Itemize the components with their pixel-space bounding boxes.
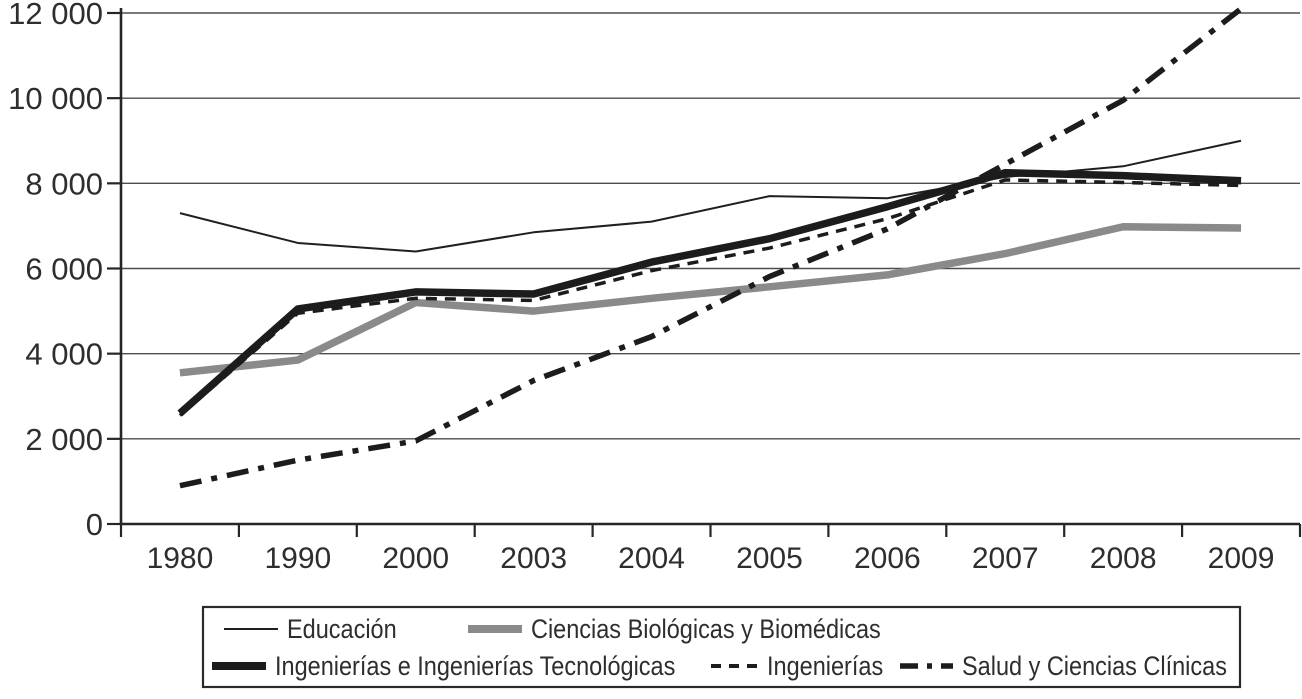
- series-line-salud-y-ciencias-clinicas: [179, 6, 1243, 489]
- x-axis-label-1990: 1990: [264, 542, 331, 575]
- x-axis-label-2005: 2005: [736, 542, 803, 575]
- x-axis-label-1980: 1980: [147, 542, 214, 575]
- legend-label-ingenierias-e-ingenierias-tecnologicas: Ingenierías e Ingenierías Tecnológicas: [275, 652, 675, 682]
- legend-label-educacion: Educación: [287, 615, 397, 645]
- series-line-ingenierias-e-ingenierias-tecnologicas: [177, 168, 1242, 417]
- y-axis-label-2000: 2 000: [25, 422, 103, 457]
- y-axis-label-12000: 12 000: [8, 0, 103, 31]
- x-axis-label-2003: 2003: [500, 542, 567, 575]
- x-axis-label-2006: 2006: [854, 542, 921, 575]
- series-line-ciencias-biologicas-y-biomedicas: [179, 223, 1242, 377]
- legend-box: [201, 605, 1242, 689]
- legend-label-salud-y-ciencias-clinicas: Salud y Ciencias Clínicas: [962, 652, 1227, 682]
- x-axis-label-2000: 2000: [382, 542, 449, 575]
- x-axis-label-2004: 2004: [618, 542, 685, 575]
- y-axis-label-0: 0: [86, 507, 103, 542]
- y-axis-label-4000: 4 000: [25, 337, 103, 372]
- y-axis-label-6000: 6 000: [25, 252, 103, 287]
- y-axis-label-10000: 10 000: [8, 81, 103, 116]
- x-axis-label-2008: 2008: [1090, 542, 1157, 575]
- legend-label-ciencias-biologicas-y-biomedicas: Ciencias Biológicas y Biomédicas: [531, 615, 881, 645]
- x-axis-label-2007: 2007: [972, 542, 1039, 575]
- x-axis-label-2009: 2009: [1208, 542, 1275, 575]
- series-line-ingenierias: [178, 178, 1242, 417]
- y-axis-label-8000: 8 000: [25, 166, 103, 201]
- legend-label-ingenierias: Ingenierías: [767, 652, 883, 682]
